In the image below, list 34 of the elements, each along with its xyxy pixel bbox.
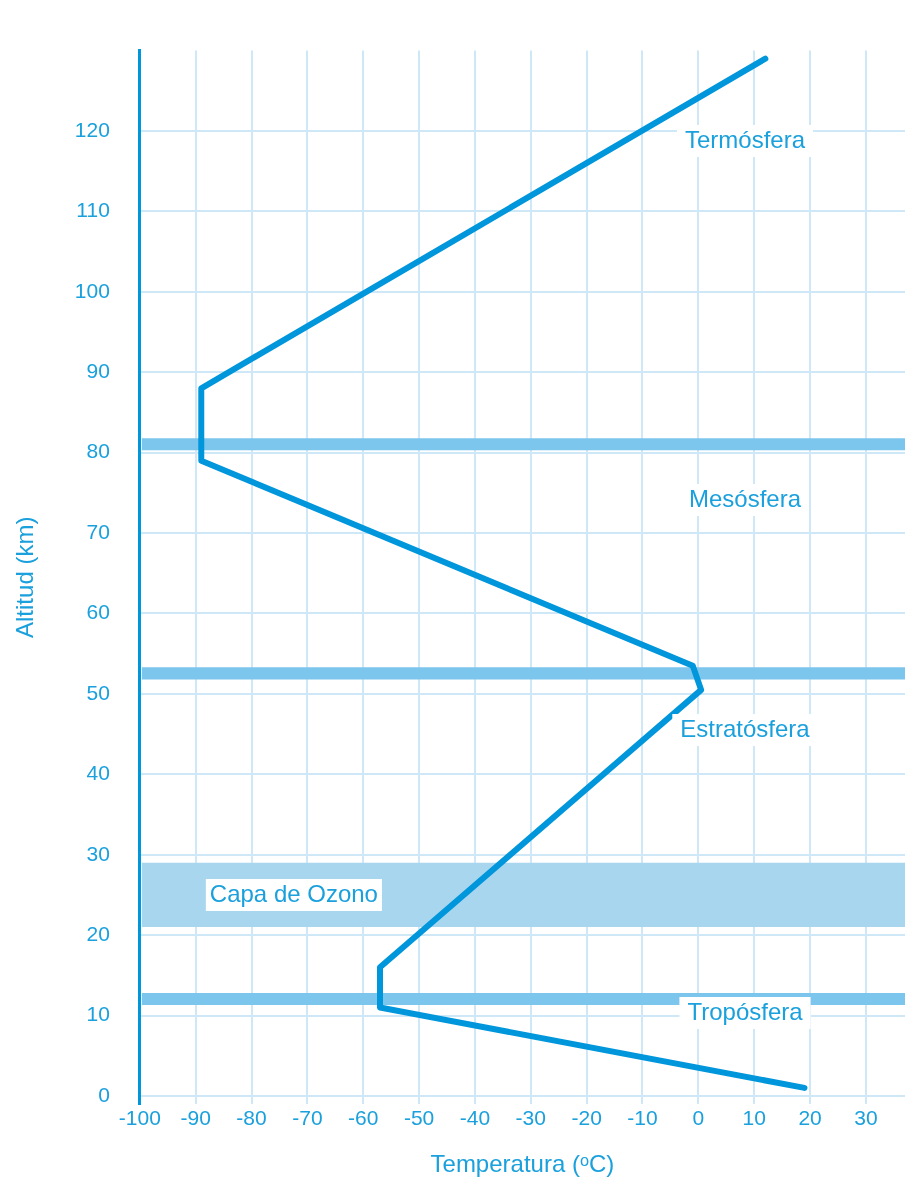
- x-tick-label: -50: [403, 1106, 435, 1130]
- x-tick-label: -20: [571, 1106, 602, 1130]
- x-tick-label: -10: [627, 1106, 658, 1130]
- annotation: Mesósfera: [688, 484, 802, 512]
- annotation: Termósfera: [684, 125, 806, 153]
- y-tick-label: 40: [86, 761, 110, 785]
- y-axis-title: Altitud (km): [11, 516, 39, 638]
- y-tick-label: 90: [86, 359, 110, 383]
- x-tick-label: -100: [118, 1106, 161, 1130]
- y-tick-label: 60: [86, 600, 110, 624]
- x-axis-title: Temperatura (ᵒC): [430, 1150, 615, 1178]
- x-tick-label: 0: [692, 1106, 705, 1130]
- annotation: Tropósfera: [687, 997, 804, 1025]
- y-tick-label: 0: [98, 1082, 110, 1106]
- y-tick-label: 110: [76, 198, 110, 222]
- band-label: Capa de Ozono: [209, 879, 378, 907]
- x-tick-label: -60: [348, 1106, 379, 1130]
- y-tick-label: 30: [86, 841, 110, 865]
- y-tick-label: 100: [74, 278, 110, 302]
- x-tick-label: 30: [854, 1106, 878, 1130]
- x-tick-label: -40: [459, 1106, 491, 1130]
- y-tick-label: 10: [86, 1002, 110, 1026]
- x-tick-label: -80: [236, 1106, 267, 1130]
- y-tick-label: 50: [86, 680, 110, 704]
- x-tick-label: -30: [515, 1106, 546, 1130]
- annotation: Estratósfera: [680, 714, 811, 742]
- y-tick-label: 120: [74, 117, 110, 141]
- x-tick-label: 20: [798, 1106, 822, 1130]
- x-tick-label: -90: [180, 1106, 211, 1130]
- y-tick-label: 20: [86, 921, 110, 945]
- x-tick-label: -70: [292, 1106, 323, 1130]
- y-tick-label: 70: [86, 519, 110, 543]
- y-tick-label: 80: [86, 439, 110, 463]
- x-tick-label: 10: [742, 1106, 766, 1130]
